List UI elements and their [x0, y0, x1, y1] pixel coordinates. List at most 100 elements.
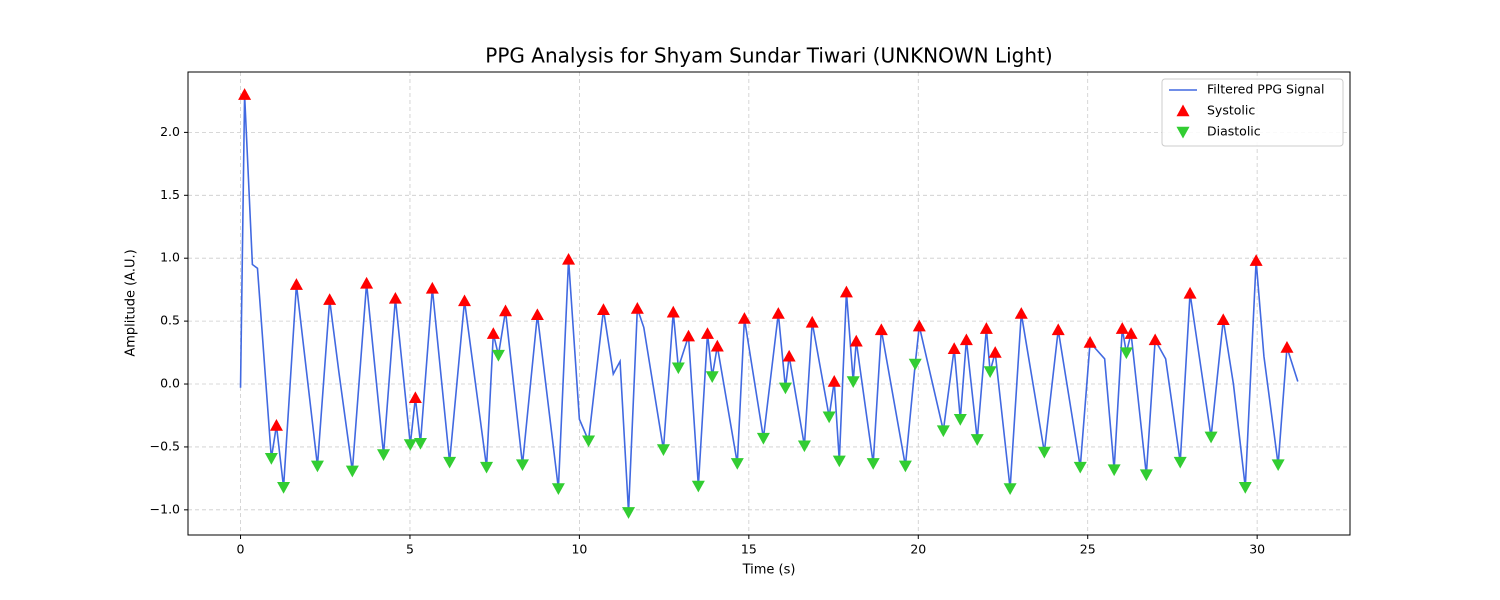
systolic-marker	[289, 278, 303, 290]
systolic-marker	[1249, 254, 1263, 266]
systolic-marker	[458, 294, 472, 307]
diastolic-marker	[1139, 469, 1153, 482]
systolic-marker	[1124, 327, 1138, 339]
x-tick-label: 10	[571, 542, 587, 557]
systolic-marker	[979, 322, 993, 334]
systolic-marker	[710, 339, 724, 352]
diastolic-marker	[264, 453, 278, 465]
diastolic-marker	[1173, 456, 1187, 469]
diastolic-marker	[1119, 347, 1133, 360]
legend-box	[1161, 78, 1344, 147]
systolic-marker	[827, 375, 841, 387]
diastolic-marker	[1107, 464, 1121, 477]
systolic-marker	[771, 307, 785, 319]
diastolic-marker	[691, 480, 705, 493]
diastolic-marker	[1238, 481, 1252, 494]
diastolic-marker	[551, 483, 565, 495]
diastolic-marker	[756, 432, 770, 445]
y-tick-label: 0.5	[160, 313, 180, 328]
diastolic-marker	[983, 366, 997, 378]
diastolic-marker	[778, 382, 792, 395]
diastolic-marker	[970, 434, 984, 446]
diastolic-marker	[671, 362, 685, 375]
diastolic-marker	[413, 437, 427, 450]
legend: Filtered PPG Signal Systolic Diastolic	[1161, 78, 1344, 147]
diastolic-marker	[656, 444, 670, 456]
systolic-marker	[947, 342, 961, 354]
systolic-marker	[682, 329, 696, 342]
systolic-marker	[238, 88, 252, 100]
systolic-marker	[388, 291, 402, 304]
diastolic-marker	[797, 440, 811, 453]
diastolic-marker	[345, 465, 359, 478]
x-tick-label: 30	[1249, 542, 1265, 557]
diastolic-marker	[1073, 461, 1087, 474]
diastolic-marker	[1204, 431, 1218, 444]
diastolic-marker	[705, 371, 719, 383]
diastolic-marker	[515, 459, 529, 472]
diastolic-marker	[403, 439, 417, 451]
diastolic-marker	[822, 411, 836, 424]
x-tick-label: 20	[910, 542, 926, 557]
systolic-marker	[1216, 313, 1230, 326]
y-tick-label: −0.5	[150, 438, 180, 453]
diastolic-marker	[622, 507, 636, 519]
diastolic-marker	[480, 461, 494, 474]
x-tick-label: 0	[237, 542, 245, 557]
y-tick-label: 0.0	[160, 376, 180, 391]
y-tick-label: 1.5	[160, 187, 180, 202]
systolic-marker	[530, 308, 544, 321]
systolic-marker	[988, 346, 1002, 358]
diastolic-marker	[846, 376, 860, 389]
legend-label: Diastolic	[1207, 124, 1261, 139]
systolic-marker	[323, 293, 337, 305]
chart-title: PPG Analysis for Shyam Sundar Tiwari (UN…	[485, 44, 1052, 68]
systolic-marker	[1148, 333, 1162, 346]
diastolic-marker	[310, 460, 324, 473]
y-tick-label: 1.0	[160, 250, 180, 265]
y-axis-label: Amplitude (A.U.)	[124, 249, 139, 356]
systolic-marker	[486, 327, 500, 339]
diastolic-marker	[898, 460, 912, 473]
systolic-marker	[630, 302, 644, 314]
diastolic-marker	[582, 435, 596, 448]
systolic-marker	[849, 334, 863, 347]
diastolic-marker	[443, 456, 457, 469]
diastolic-marker	[277, 481, 291, 494]
diastolic-marker	[1003, 483, 1017, 495]
plot-frame	[187, 71, 1351, 536]
systolic-marker	[666, 305, 680, 318]
x-tick-label: 25	[1080, 542, 1096, 557]
diastolic-marker	[953, 414, 967, 426]
systolic-marker	[1083, 336, 1097, 348]
systolic-marker	[959, 333, 973, 346]
systolic-marker	[874, 323, 888, 336]
systolic-marker	[408, 391, 422, 404]
legend-label: Filtered PPG Signal	[1207, 82, 1324, 97]
systolic-marker	[782, 349, 796, 362]
systolic-marker	[1183, 286, 1197, 299]
x-tick-label: 5	[406, 542, 414, 557]
y-tick-label: −1.0	[150, 501, 180, 516]
systolic-marker	[1280, 341, 1294, 353]
diastolic-marker	[730, 458, 744, 470]
systolic-marker	[499, 304, 513, 317]
systolic-marker	[269, 419, 283, 431]
diastolic-marker	[377, 449, 391, 461]
systolic-marker	[360, 276, 374, 289]
systolic-marker	[562, 252, 576, 265]
diastolic-marker	[491, 349, 505, 362]
diastolic-marker	[1271, 459, 1285, 472]
diastolic-marker	[832, 455, 846, 468]
diastolic-marker	[936, 425, 950, 438]
systolic-marker	[700, 327, 714, 339]
systolic-marker	[1115, 322, 1129, 334]
systolic-marker	[839, 285, 853, 298]
diastolic-marker	[866, 458, 880, 470]
systolic-marker	[1051, 323, 1065, 336]
systolic-marker	[425, 281, 439, 294]
legend-swatch	[1176, 126, 1190, 139]
systolic-marker	[912, 319, 926, 332]
systolic-marker	[737, 312, 751, 324]
